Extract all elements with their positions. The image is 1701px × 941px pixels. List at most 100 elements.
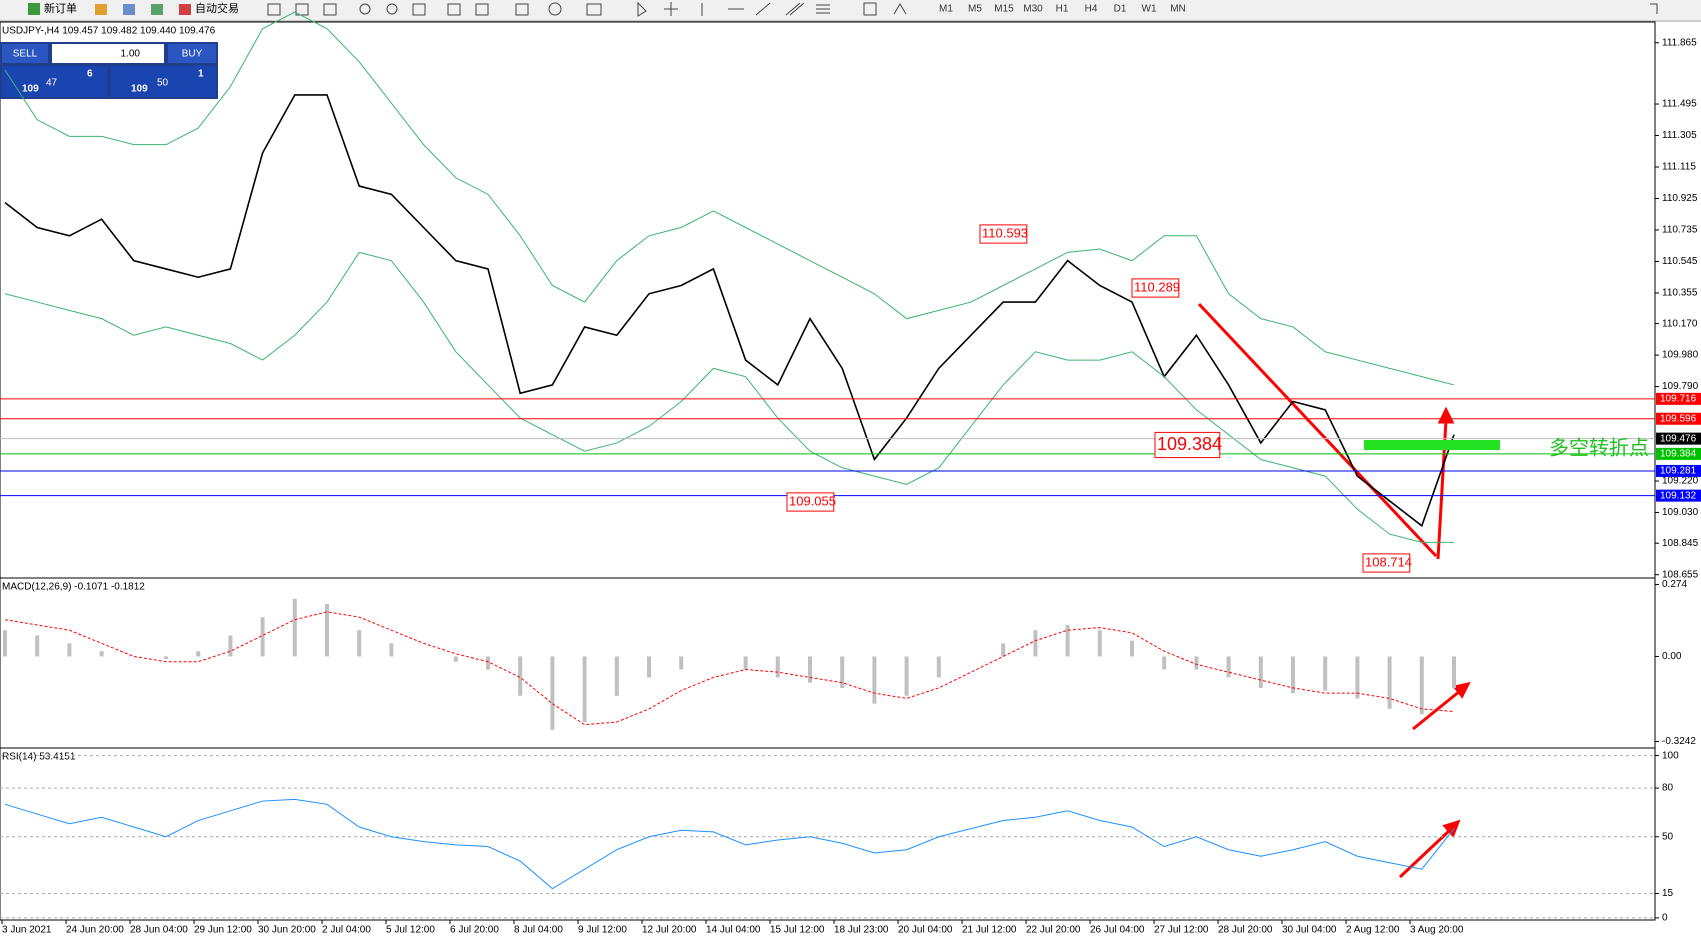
timeframe-button[interactable]: D1 <box>1114 4 1127 15</box>
macd-bar <box>35 635 40 657</box>
tool-icon[interactable] <box>475 3 489 16</box>
annotation-box <box>1154 431 1221 459</box>
series-line <box>4 251 1454 543</box>
trade-panel: SELL 1.00 BUY 109 47 6 109 50 1 <box>0 42 218 99</box>
y-tick-label: 109.030 <box>1662 507 1699 518</box>
panel-title: USDJPY-,H4 109.457 109.482 109.440 109.4… <box>2 26 216 37</box>
lot-value[interactable]: 1.00 <box>121 49 141 60</box>
toolbar-tools <box>267 1 907 17</box>
macd-bar <box>1387 656 1392 709</box>
y-tick-label: 100 <box>1662 750 1679 761</box>
y-tick-label: 111.865 <box>1662 37 1697 48</box>
x-tick-label: 15 Jul 12:00 <box>770 925 825 936</box>
template-icon[interactable] <box>586 3 602 16</box>
y-tick-label: 110.355 <box>1662 288 1698 299</box>
macd-bar <box>550 656 555 730</box>
x-tick-label: 5 Jul 12:00 <box>386 925 435 936</box>
rsi-panel <box>0 747 1656 921</box>
macd-bar <box>1355 656 1360 699</box>
ask-small: 1 <box>198 69 204 80</box>
search-icon[interactable] <box>1650 3 1658 14</box>
y-tick-label: 109.980 <box>1662 350 1699 361</box>
arrow-tool[interactable] <box>893 3 907 15</box>
timeframe-button[interactable]: H4 <box>1085 4 1098 15</box>
macd-bar <box>647 656 651 678</box>
tile-icon[interactable] <box>412 3 426 16</box>
macd-bar <box>872 656 877 704</box>
series-line <box>4 94 1455 528</box>
macd-bar <box>292 598 297 657</box>
buy-label[interactable]: BUY <box>182 49 203 60</box>
lot-input[interactable] <box>52 44 164 63</box>
tool-icon[interactable] <box>447 3 461 16</box>
trendline-tool[interactable] <box>755 2 771 16</box>
annotation: 108.714 <box>1365 554 1412 569</box>
macd-bar <box>1097 630 1102 657</box>
level-tag <box>1656 464 1701 477</box>
toolbar-icon[interactable] <box>123 4 135 15</box>
level-tag <box>1656 392 1701 405</box>
rsi-arrow <box>1398 828 1452 879</box>
cursor-tool[interactable] <box>637 1 647 17</box>
macd-bar <box>389 643 394 657</box>
timeframe-button[interactable]: M15 <box>994 4 1014 15</box>
x-tick-label: 2 Aug 12:00 <box>1346 925 1400 936</box>
y-tick-label: -0.3242 <box>1662 736 1696 747</box>
text-tool[interactable] <box>863 2 877 16</box>
channel-tool[interactable] <box>785 2 805 16</box>
crosshair-tool[interactable] <box>664 2 678 16</box>
timeframe-button[interactable]: H1 <box>1056 4 1069 15</box>
level-tag <box>1656 447 1701 460</box>
tool-icon[interactable] <box>295 3 309 16</box>
bid-small: 6 <box>87 69 93 80</box>
indicator-icon[interactable] <box>515 3 529 16</box>
sell-button[interactable] <box>2 44 48 63</box>
y-tick-label: 110.545 <box>1662 256 1698 267</box>
new-order-icon[interactable] <box>28 3 40 15</box>
macd-bar <box>614 656 619 696</box>
y-tick-label: 50 <box>1662 831 1674 842</box>
timeframe-button[interactable]: MN <box>1170 4 1186 15</box>
y-tick-label: 110.925 <box>1662 193 1698 204</box>
macd-bar <box>1258 656 1263 688</box>
fibo-tool[interactable] <box>816 4 830 14</box>
toolbar-icon[interactable] <box>95 4 107 15</box>
x-tick-label: 26 Jul 04:00 <box>1090 925 1145 936</box>
y-tick-label: 109.220 <box>1662 476 1699 487</box>
toolbar-icon[interactable] <box>151 4 163 15</box>
macd-bar <box>775 656 780 678</box>
x-tick-label: 14 Jul 04:00 <box>706 925 761 936</box>
tool-icon[interactable] <box>323 3 337 16</box>
annotation-box <box>1362 553 1411 573</box>
timeframe-button[interactable]: W1 <box>1142 4 1157 15</box>
zoom-out[interactable] <box>386 3 398 15</box>
level-label: 109.476 <box>1660 433 1697 444</box>
auto-trade-button[interactable]: 自动交易 <box>195 1 239 15</box>
annotation: 109.055 <box>789 493 836 508</box>
tool-icon[interactable] <box>267 3 281 16</box>
bid-main: 47 <box>46 78 58 89</box>
bid-big: 109 <box>22 84 39 95</box>
level-label: 109.132 <box>1660 490 1697 501</box>
sell-label[interactable]: SELL <box>13 49 38 60</box>
period-icon[interactable] <box>548 2 562 16</box>
buy-button[interactable] <box>168 44 216 63</box>
new-order-button[interactable]: 新订单 <box>44 1 77 15</box>
auto-trade-icon[interactable] <box>179 4 191 15</box>
y-tick-label: 109.790 <box>1662 381 1699 392</box>
x-tick-label: 22 Jul 20:00 <box>1026 925 1081 936</box>
x-tick-label: 24 Jun 20:00 <box>66 925 124 936</box>
macd-panel <box>0 577 1656 749</box>
macd-bar <box>936 656 941 678</box>
timeframe-button[interactable]: M5 <box>968 4 982 15</box>
level-tag <box>1656 489 1701 502</box>
ask-box[interactable] <box>111 66 216 97</box>
macd-bar <box>357 630 362 657</box>
y-tick-label: 108.845 <box>1662 538 1699 549</box>
timeframe-button[interactable]: M1 <box>939 4 953 15</box>
timeframe-button[interactable]: M30 <box>1023 4 1043 15</box>
x-tick-label: 30 Jul 04:00 <box>1282 925 1337 936</box>
zoom-in[interactable] <box>359 3 371 15</box>
macd-bar <box>260 617 265 657</box>
